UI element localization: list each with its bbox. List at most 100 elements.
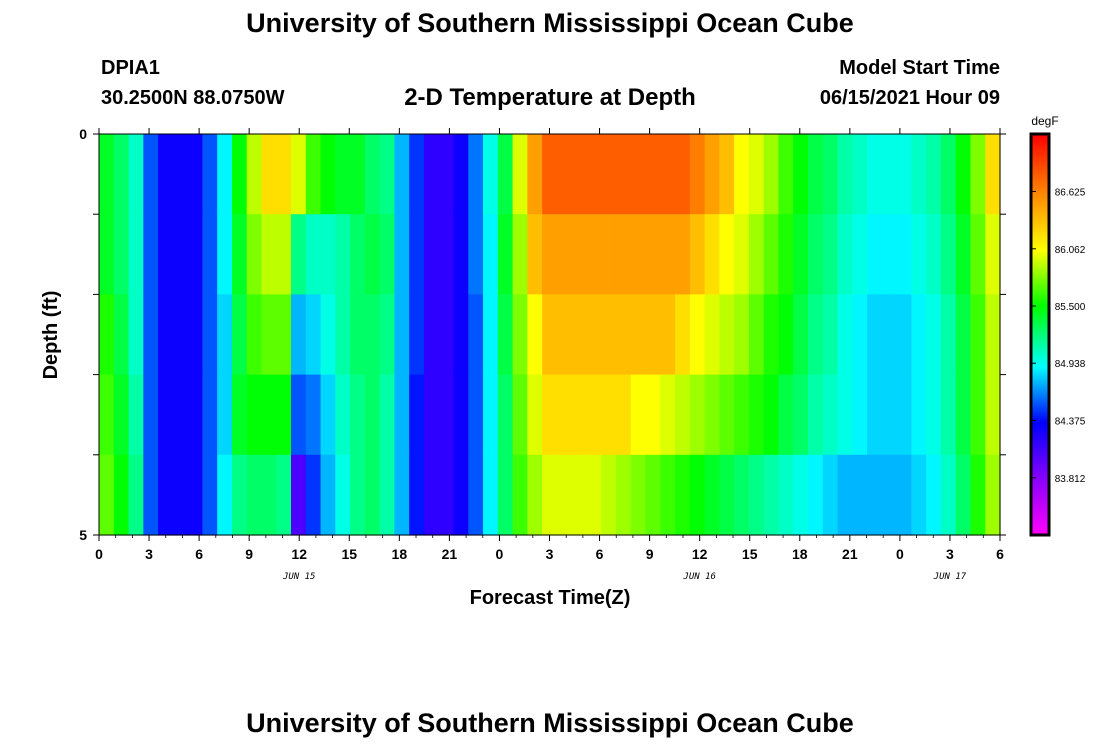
heatmap-cell xyxy=(689,294,706,376)
heatmap-cell xyxy=(364,134,381,215)
heatmap-cell xyxy=(276,214,292,295)
heatmap-cell xyxy=(911,454,927,536)
heatmap-cell xyxy=(881,134,898,215)
heatmap-cell xyxy=(630,294,647,376)
heatmap-cell xyxy=(246,134,263,215)
x-tick-label: 9 xyxy=(245,546,253,562)
heatmap-cell xyxy=(645,374,661,456)
heatmap-cell xyxy=(453,374,469,456)
heatmap-cell xyxy=(955,134,972,215)
heatmap-cell xyxy=(719,214,735,295)
heatmap-cell xyxy=(512,134,528,215)
x-tick-label: 12 xyxy=(692,546,708,562)
heatmap-cell xyxy=(748,294,765,376)
heatmap-cell xyxy=(379,134,396,215)
heatmap-cell xyxy=(468,134,484,215)
heatmap-cell xyxy=(822,454,839,536)
heatmap-cell xyxy=(807,214,824,295)
heatmap-cell xyxy=(202,214,218,295)
heatmap-cell xyxy=(970,294,986,376)
heatmap-cell xyxy=(911,374,927,456)
heatmap-cell xyxy=(527,454,543,536)
heatmap-cell xyxy=(586,214,602,295)
heatmap-cell xyxy=(571,134,588,215)
heatmap-cell xyxy=(940,294,957,376)
heatmap-cell xyxy=(601,294,617,376)
heatmap-cell xyxy=(453,214,469,295)
heatmap-cell xyxy=(364,214,381,295)
heatmap-cell xyxy=(128,134,144,215)
heatmap-cell xyxy=(364,294,381,376)
x-tick-label: 21 xyxy=(842,546,858,562)
heatmap-cell xyxy=(660,214,676,295)
heatmap-cell xyxy=(291,214,307,295)
heatmap-cell xyxy=(113,454,130,536)
heatmap-cell xyxy=(261,454,277,536)
heatmap-cell xyxy=(453,294,469,376)
heatmap-cell xyxy=(571,214,588,295)
heatmap-cell xyxy=(615,134,632,215)
heatmap-cell xyxy=(586,454,602,536)
colorbar-tick-label: 85.500 xyxy=(1055,302,1086,313)
plot-title: 2-D Temperature at Depth xyxy=(404,84,696,111)
heatmap-cell xyxy=(675,374,691,456)
x-tick-label: 6 xyxy=(596,546,604,562)
heatmap-cell xyxy=(615,374,632,456)
heatmap-cell xyxy=(734,134,750,215)
heatmap-cell xyxy=(748,134,765,215)
heatmap-cell xyxy=(556,214,573,295)
heatmap-cell xyxy=(217,214,233,295)
heatmap-cell xyxy=(202,134,218,215)
heatmap-cell xyxy=(453,134,469,215)
heatmap-cell xyxy=(645,134,661,215)
heatmap-cell xyxy=(172,374,189,456)
heatmap-cell xyxy=(276,294,292,376)
heatmap-cell xyxy=(113,134,130,215)
heatmap-cell xyxy=(246,294,263,376)
heatmap-cell xyxy=(172,134,189,215)
date-label: JUN 16 xyxy=(682,572,716,582)
colorbar-tick-label: 83.812 xyxy=(1055,474,1086,485)
heatmap-cell xyxy=(261,294,277,376)
x-tick-label: 3 xyxy=(546,546,554,562)
page-title: University of Southern Mississippi Ocean… xyxy=(246,8,854,38)
heatmap-cell xyxy=(483,214,499,295)
heatmap-cell xyxy=(793,214,809,295)
heatmap-cell xyxy=(143,374,159,456)
x-tick-label: 6 xyxy=(996,546,1004,562)
heatmap-cell xyxy=(468,454,484,536)
heatmap-cell xyxy=(305,454,322,536)
heatmap-cell xyxy=(113,374,130,456)
heatmap-cell xyxy=(822,214,839,295)
heatmap-cell xyxy=(630,454,647,536)
heatmap-cell xyxy=(645,294,661,376)
heatmap-cell xyxy=(719,454,735,536)
x-tick-label: 21 xyxy=(442,546,458,562)
heatmap-cell xyxy=(970,374,986,456)
heatmap-cell xyxy=(143,214,159,295)
heatmap-cell xyxy=(970,214,986,295)
x-tick-label: 18 xyxy=(792,546,808,562)
heatmap-cell xyxy=(261,374,277,456)
heatmap-cell xyxy=(483,134,499,215)
heatmap-cell xyxy=(586,374,602,456)
heatmap-cell xyxy=(172,454,189,536)
heatmap-cell xyxy=(158,214,174,295)
x-tick-label: 12 xyxy=(291,546,307,562)
heatmap-cell xyxy=(734,454,750,536)
heatmap-cell xyxy=(172,294,189,376)
heatmap-cell xyxy=(645,454,661,536)
heatmap-cell xyxy=(778,134,794,215)
heatmap-cell xyxy=(719,374,735,456)
heatmap-cell xyxy=(217,134,233,215)
colorbar-unit: degF xyxy=(1031,114,1058,128)
heatmap-cell xyxy=(305,134,322,215)
heatmap-cell xyxy=(217,294,233,376)
y-tick-label: 5 xyxy=(79,527,87,543)
heatmap-cell xyxy=(940,454,957,536)
heatmap-cell xyxy=(291,374,307,456)
heatmap-cell xyxy=(748,374,765,456)
heatmap-cell xyxy=(512,294,528,376)
heatmap-cell xyxy=(807,454,824,536)
heatmap-cell xyxy=(807,374,824,456)
